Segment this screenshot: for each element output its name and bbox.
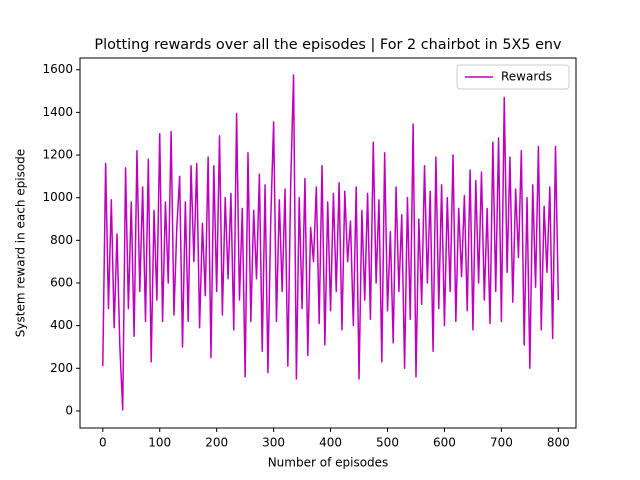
chart-title: Plotting rewards over all the episodes |… (94, 37, 562, 53)
legend-box (456, 64, 570, 90)
y-tick-label: 1000 (42, 190, 73, 204)
legend-label: Rewards (501, 70, 552, 84)
x-tick-label: 400 (319, 436, 342, 450)
x-tick-label: 700 (490, 436, 513, 450)
y-tick-label: 800 (50, 233, 73, 247)
y-tick-label: 400 (50, 318, 73, 332)
y-tick-label: 1200 (42, 148, 73, 162)
line-series (102, 74, 560, 411)
y-tick-label: 0 (65, 403, 73, 417)
y-axis-label: System reward in each episode (14, 149, 28, 337)
y-tick-label: 1400 (42, 105, 73, 119)
x-tick-label: 600 (433, 436, 456, 450)
y-tick-label: 600 (50, 275, 73, 289)
x-tick-label: 500 (376, 436, 399, 450)
x-tick-label: 800 (547, 436, 570, 450)
x-tick-label: 0 (99, 436, 107, 450)
y-tick-label: 1600 (42, 62, 73, 76)
y-tick-label: 200 (50, 361, 73, 375)
plot-frame (79, 57, 577, 429)
x-tick-label: 300 (262, 436, 285, 450)
x-tick-label: 100 (148, 436, 171, 450)
x-tick-label: 200 (205, 436, 228, 450)
x-axis-label: Number of episodes (268, 456, 389, 470)
